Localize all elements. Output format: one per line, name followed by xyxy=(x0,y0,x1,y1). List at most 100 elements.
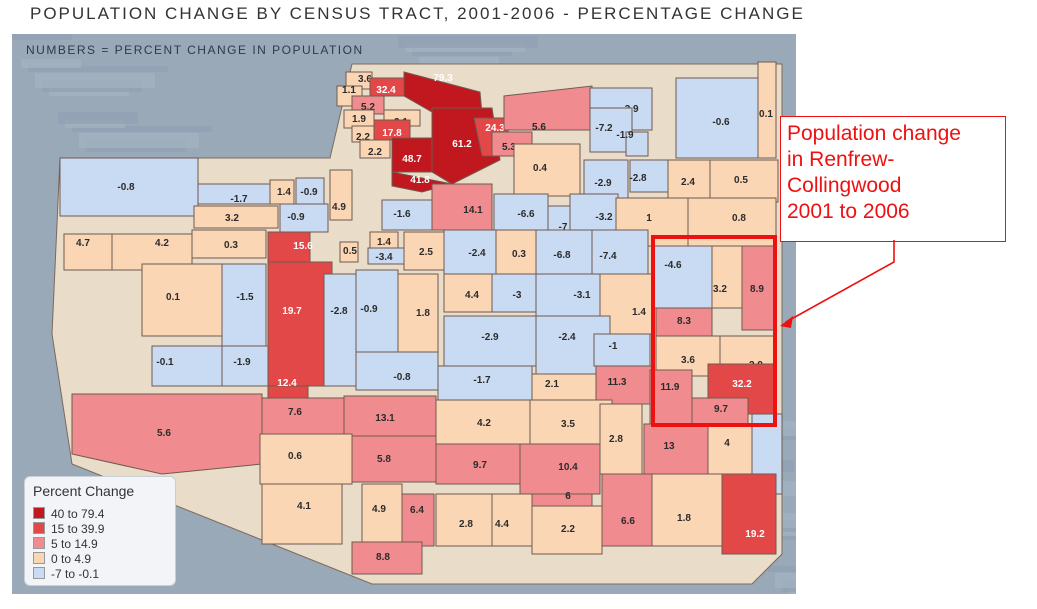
tract-label: 17.8 xyxy=(382,128,402,139)
legend-swatch-1 xyxy=(33,507,45,519)
tract-label: -0.8 xyxy=(117,182,135,193)
tract-label: 61.2 xyxy=(452,139,472,150)
tract-polygon xyxy=(351,435,437,483)
tract-label: 11.9 xyxy=(661,382,680,393)
tract-label: 5.6 xyxy=(157,428,171,439)
tract-polygon xyxy=(261,483,343,545)
water-texture xyxy=(12,34,72,40)
tract-polygon xyxy=(431,183,493,231)
tract-polygon xyxy=(651,473,723,547)
tract-label: -2.4 xyxy=(468,248,486,259)
tract-label: 48.7 xyxy=(402,154,422,165)
tract-polygon xyxy=(757,61,777,159)
tract-label: 3.2 xyxy=(713,284,727,295)
legend-label-5: -7 to -0.1 xyxy=(51,567,100,581)
tract-polygon xyxy=(721,473,777,555)
legend-item-5: -7 to -0.1 xyxy=(33,567,100,581)
tract-label: -1.9 xyxy=(616,130,634,141)
tract-label: -0.9 xyxy=(360,304,378,315)
tract-label: 1.1 xyxy=(342,85,356,96)
tract-label: 0.3 xyxy=(512,249,526,260)
tract-polygon xyxy=(513,143,581,197)
legend-swatch-3 xyxy=(33,537,45,549)
census-tract-map: 3.61.132.479.35.21.92.12.217.82.248.761.… xyxy=(12,34,796,594)
legend-item-4: 0 to 4.9 xyxy=(33,552,92,566)
tract-label: -1.5 xyxy=(236,292,254,303)
tract-polygon xyxy=(191,229,267,259)
tract-label: 5.6 xyxy=(532,122,546,133)
legend-swatch-2 xyxy=(33,522,45,534)
tract-label: 4.4 xyxy=(495,519,509,530)
tract-label: 8.3 xyxy=(677,316,691,327)
tract-label: -2.8 xyxy=(629,173,647,184)
tract-polygon xyxy=(653,245,713,309)
legend-item-2: 15 to 39.9 xyxy=(33,522,105,536)
tract-label: 1.4 xyxy=(377,237,391,248)
legend-title: Percent Change xyxy=(33,483,135,499)
map-title: POPULATION CHANGE BY CENSUS TRACT, 2001-… xyxy=(30,4,805,23)
tract-label: 2.2 xyxy=(368,147,382,158)
tract-label: 0.1 xyxy=(759,109,773,120)
tract-polygon xyxy=(649,369,693,425)
tract-label: 6 xyxy=(565,491,571,502)
legend-item-1: 40 to 79.4 xyxy=(33,507,104,521)
tract-polygon xyxy=(71,393,263,475)
water-texture xyxy=(28,66,168,72)
tract-label: -6.8 xyxy=(553,250,571,261)
tract-polygon xyxy=(141,263,223,337)
tract-label: 7.6 xyxy=(288,407,302,418)
tract-label: 0.3 xyxy=(224,240,238,251)
tract-label: -3 xyxy=(513,290,522,301)
tract-label: 0.4 xyxy=(533,163,547,174)
tract-label: -3.1 xyxy=(573,290,591,301)
tract-label: -2.9 xyxy=(594,178,612,189)
tract-label: 8.8 xyxy=(376,552,390,563)
tract-label: 2.5 xyxy=(419,247,433,258)
tract-label: 4.4 xyxy=(465,290,479,301)
legend-label-3: 5 to 14.9 xyxy=(51,537,98,551)
water-texture xyxy=(72,126,212,132)
tract-label: 2.4 xyxy=(681,177,695,188)
tract-label: 4.2 xyxy=(155,238,169,249)
tract-label: 11.3 xyxy=(608,377,627,388)
tract-label: -2.4 xyxy=(558,332,576,343)
tract-polygon xyxy=(261,397,345,435)
tract-label: -7.2 xyxy=(595,123,613,134)
tract-label: 1.9 xyxy=(352,114,366,125)
tract-label: -3.4 xyxy=(375,252,393,263)
tract-label: 3.2 xyxy=(225,213,239,224)
tract-polygon xyxy=(359,139,391,159)
tract-polygon xyxy=(519,443,601,495)
tract-polygon xyxy=(643,423,709,475)
legend-label-2: 15 to 39.9 xyxy=(51,522,105,536)
tract-label: 32.4 xyxy=(376,85,396,96)
map-subtitle: NUMBERS = PERCENT CHANGE IN POPULATION xyxy=(26,43,364,57)
tract-polygon xyxy=(711,245,743,309)
tract-label: 2.2 xyxy=(561,524,575,535)
tract-label: 0.8 xyxy=(732,213,746,224)
tract-polygon xyxy=(531,373,597,401)
water-texture xyxy=(58,112,138,124)
tract-label: 4.9 xyxy=(372,504,386,515)
tract-label: -3.2 xyxy=(595,212,613,223)
tract-label: 0.5 xyxy=(343,246,357,257)
water-texture xyxy=(768,566,796,572)
tract-label: -0.9 xyxy=(300,187,318,198)
tract-label: 4.1 xyxy=(297,501,311,512)
tract-label: 0.6 xyxy=(288,451,302,462)
tract-polygon xyxy=(355,351,439,391)
tract-label: 3.6 xyxy=(358,74,372,85)
tract-polygon xyxy=(329,169,353,221)
tract-polygon xyxy=(267,261,333,387)
tract-label: 5.8 xyxy=(377,454,391,465)
tract-label: -1 xyxy=(609,341,618,352)
tract-label: -2.9 xyxy=(481,332,499,343)
tract-polygon xyxy=(531,505,603,555)
renfrew-collingwood-highlight xyxy=(651,235,777,427)
tract-label: 0.1 xyxy=(166,292,180,303)
tract-label: -4.6 xyxy=(664,260,682,271)
legend-swatch-4 xyxy=(33,552,45,564)
legend-label-4: 0 to 4.9 xyxy=(51,552,92,566)
tract-label: -6.6 xyxy=(517,209,535,220)
tract-polygon xyxy=(707,423,753,475)
